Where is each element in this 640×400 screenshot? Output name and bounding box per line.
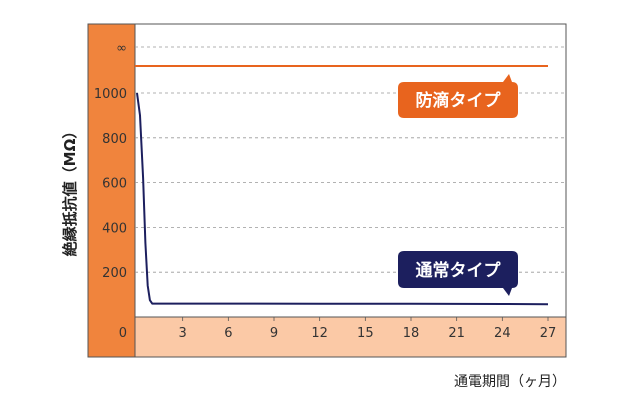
callout-normal: 通常タイプ [398, 251, 518, 296]
y-axis-band [88, 24, 135, 357]
x-tick-label: 27 [540, 326, 557, 341]
x-axis-band [135, 317, 566, 357]
legend-drip-proof: 防滴タイプ [416, 90, 502, 111]
x-tick-label: 24 [494, 326, 511, 341]
x-tick-label: 21 [448, 326, 465, 341]
y-tick-label: 600 [102, 177, 127, 192]
x-axis-label: 通電期間（ヶ月） [454, 374, 566, 390]
y-tick-label-infinity: ∞ [116, 41, 127, 56]
y-tick-label: 200 [102, 266, 127, 281]
grid-lines [135, 46, 566, 273]
x-tick-label: 3 [179, 326, 187, 341]
x-tick-label: 0 [119, 326, 127, 341]
y-tick-label: 400 [102, 221, 127, 236]
x-tick-label: 12 [311, 326, 328, 341]
x-tick-label: 9 [270, 326, 278, 341]
callout-drip-proof: 防滴タイプ [398, 74, 518, 118]
series-line-normal [136, 92, 549, 306]
legend-normal: 通常タイプ [416, 260, 502, 281]
x-tick-label: 18 [403, 326, 420, 341]
plot-frame [87, 23, 567, 358]
y-tick-label: 1000 [94, 87, 127, 102]
x-tick-label: 6 [224, 326, 232, 341]
x-tick-label: 15 [357, 326, 374, 341]
y-axis-label: 絶縁抵抗値（MΩ） [61, 124, 79, 257]
y-tick-label: 800 [102, 132, 127, 147]
x-tick-labels: 0 3 6 9 12 15 18 21 24 27 [119, 317, 557, 341]
series-lines [135, 65, 549, 306]
y-tick-labels: 200 400 600 800 1000 ∞ [94, 41, 127, 281]
